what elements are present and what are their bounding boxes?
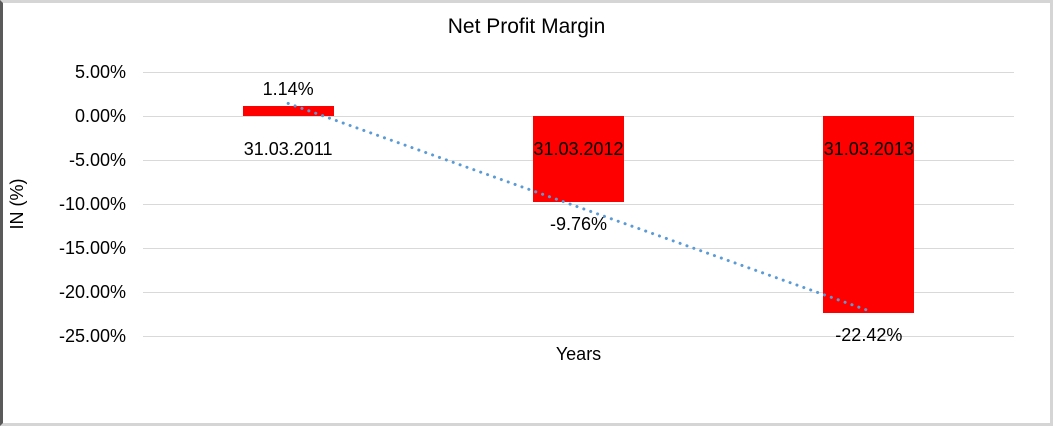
y-axis-tick-label: -20.00% <box>58 282 126 302</box>
y-axis-tick-label: 5.00% <box>74 62 126 82</box>
gridline <box>143 72 1014 73</box>
y-axis-tick-label: -15.00% <box>58 238 126 258</box>
data-value-label: 1.14% <box>262 78 314 99</box>
gridline <box>143 336 1014 337</box>
chart-title: Net Profit Margin <box>447 15 606 38</box>
y-axis-tick-label: -10.00% <box>58 194 126 214</box>
y-axis-tick-label: 0.00% <box>74 106 126 126</box>
y-axis-title: IN (%) <box>7 178 27 230</box>
data-value-label: -22.42% <box>835 325 903 346</box>
x-axis-category-label: 31.03.2013 <box>823 139 914 159</box>
data-value-label: -9.76% <box>549 213 608 234</box>
x-axis-title: Years <box>555 344 602 364</box>
y-axis-tick-label: -5.00% <box>68 150 126 170</box>
x-axis-category-label: 31.03.2011 <box>243 139 333 159</box>
y-axis-tick-label: -25.00% <box>58 326 126 346</box>
x-axis-category-label: 31.03.2012 <box>533 139 624 159</box>
bar-31.03.2011 <box>242 105 334 116</box>
